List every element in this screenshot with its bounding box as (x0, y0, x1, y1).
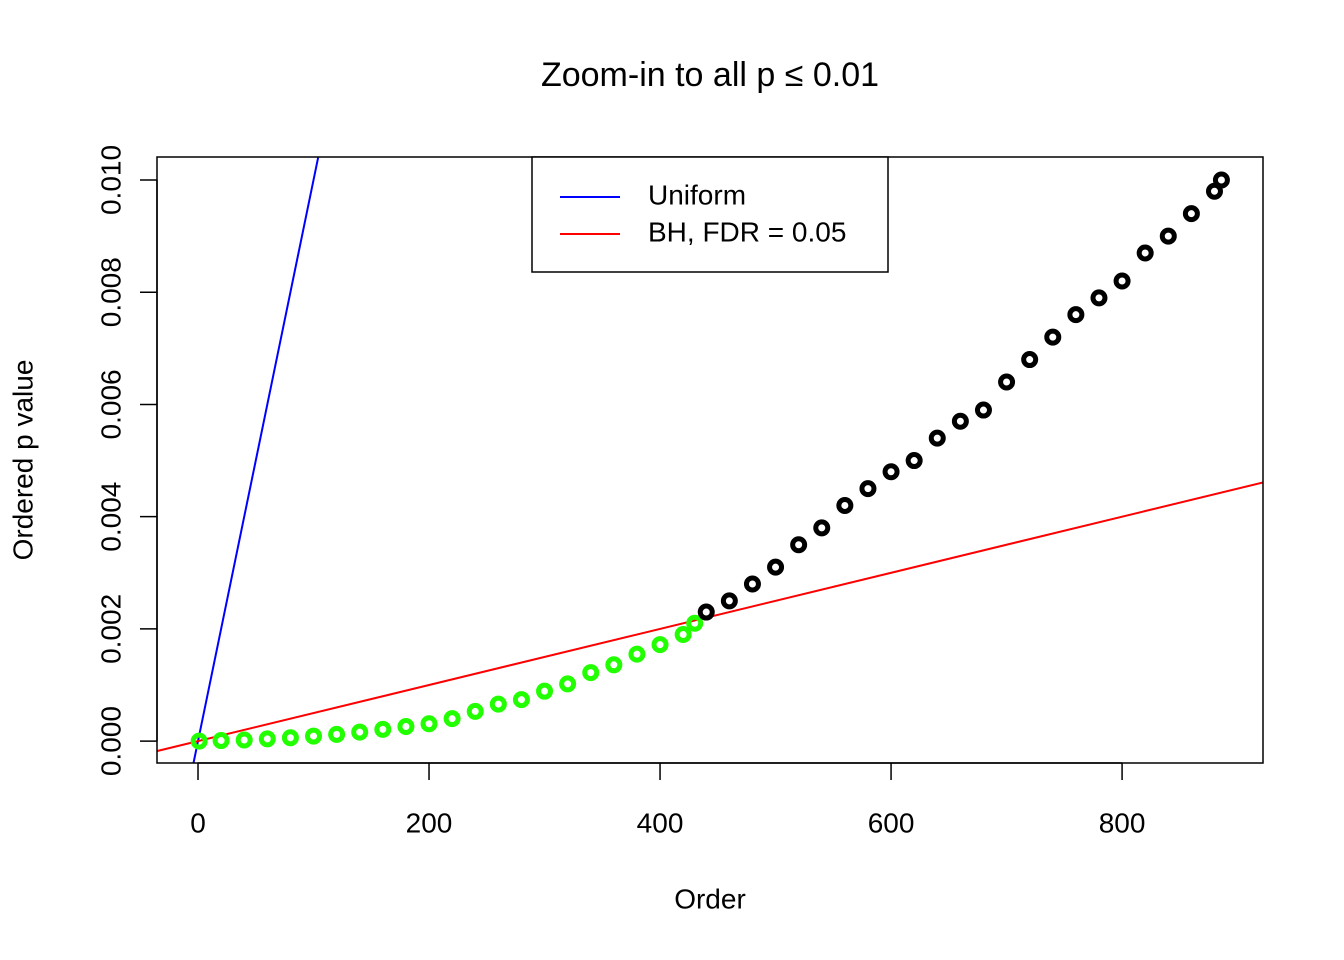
point (651, 636, 669, 654)
legend-box (531, 156, 889, 273)
y-tick-label: 0.000 (95, 706, 126, 776)
x-tick-label: 800 (1099, 807, 1146, 838)
y-tick-label: 0.010 (95, 145, 126, 215)
point (974, 401, 992, 419)
point (328, 725, 346, 743)
point (559, 675, 577, 693)
x-tick-label: 200 (406, 807, 453, 838)
point (628, 645, 646, 663)
legend-label: BH, FDR = 0.05 (648, 216, 846, 247)
point (258, 730, 276, 748)
x-tick-label: 600 (868, 807, 915, 838)
point (281, 729, 299, 747)
point (305, 727, 323, 745)
x-tick-label: 400 (637, 807, 684, 838)
point (489, 695, 507, 713)
point (582, 664, 600, 682)
point (1136, 244, 1154, 262)
legend-label: Uniform (648, 179, 746, 210)
point (1021, 351, 1039, 369)
point (767, 558, 785, 576)
point (374, 720, 392, 738)
point (686, 614, 704, 632)
point (697, 603, 715, 621)
point (536, 682, 554, 700)
point (1159, 227, 1177, 245)
point (1205, 182, 1223, 200)
point (1113, 272, 1131, 290)
point (813, 519, 831, 537)
point (1090, 289, 1108, 307)
point (397, 718, 415, 736)
point (674, 626, 692, 644)
reference-line (192, 157, 320, 763)
point (998, 373, 1016, 391)
point (905, 452, 923, 470)
y-tick-label: 0.006 (95, 369, 126, 439)
point (443, 710, 461, 728)
point (882, 463, 900, 481)
point (512, 691, 530, 709)
point (790, 536, 808, 554)
chart-title: Zoom-in to all p ≤ 0.01 (541, 56, 879, 94)
y-axis-label: Ordered p value (7, 360, 38, 561)
point (466, 702, 484, 720)
plot-area (157, 157, 1263, 763)
point (190, 732, 208, 750)
y-tick-label: 0.008 (95, 257, 126, 327)
point (235, 731, 253, 749)
point (859, 480, 877, 498)
point (1182, 205, 1200, 223)
point (420, 715, 438, 733)
point (1212, 171, 1230, 189)
point (836, 496, 854, 514)
point (720, 592, 738, 610)
x-tick-label: 0 (190, 807, 206, 838)
point (1044, 328, 1062, 346)
point (743, 575, 761, 593)
point (212, 732, 230, 750)
y-tick-label: 0.004 (95, 482, 126, 552)
point (951, 412, 969, 430)
point (1067, 306, 1085, 324)
point (928, 429, 946, 447)
x-axis-label: Order (674, 883, 746, 914)
y-tick-label: 0.002 (95, 594, 126, 664)
point (351, 723, 369, 741)
point (605, 656, 623, 674)
